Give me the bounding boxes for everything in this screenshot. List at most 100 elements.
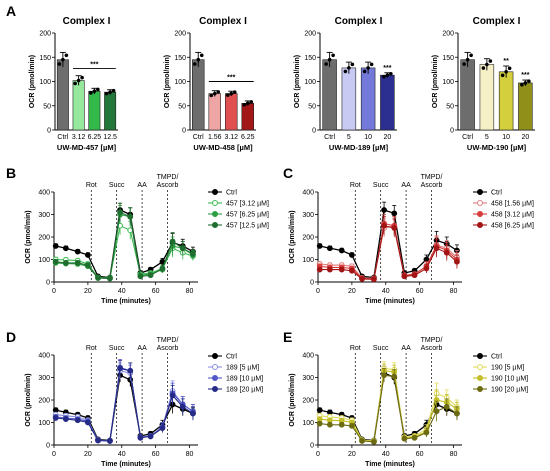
data-point [62, 416, 69, 423]
line-chart-b: 0 100 200 300 400 0 20 40 60 80 Time (minutes) OCR … [25, 174, 269, 305]
data-point [52, 415, 59, 421]
x-tick-label: 0 [52, 288, 56, 295]
y-tick-label: 0 [46, 280, 50, 287]
legend-label: Ctrl [226, 190, 237, 197]
y-tick-label: 150 [442, 55, 454, 62]
chart-title: Complex I [473, 16, 521, 27]
data-point [348, 252, 355, 258]
replicate-point [229, 91, 234, 96]
y-tick-label: 100 [442, 79, 454, 86]
x-axis-label: UW-MD-189 [µM] [329, 143, 389, 152]
data-point [179, 245, 186, 252]
injection-label: TMPD/ [421, 174, 443, 181]
data-point [348, 422, 355, 429]
data-point [117, 365, 123, 372]
data-point [338, 247, 345, 254]
replicate-point [216, 90, 221, 94]
replicate-point [196, 57, 201, 62]
data-point [137, 434, 144, 441]
data-point [84, 262, 91, 269]
y-tick-label: 150 [174, 55, 186, 62]
replicate-point [64, 53, 69, 58]
panel-letter-b: B [6, 165, 16, 181]
category-label: 10 [502, 134, 510, 141]
category-label: 5 [347, 134, 351, 141]
replicate-point [469, 53, 473, 58]
bar [341, 67, 357, 131]
bar [498, 71, 514, 131]
injection-label: Rot [350, 182, 361, 189]
category-label: 1.56 [208, 134, 222, 141]
data-point [326, 421, 333, 428]
data-point [147, 433, 154, 440]
data-point [423, 429, 430, 436]
legend-label: 190 [20 µM] [491, 387, 528, 394]
data-point [348, 267, 355, 274]
category-label: 3.12 [224, 134, 238, 141]
replicate-point [462, 62, 466, 66]
series [316, 365, 460, 444]
line-chart-d: 0 100 200 300 400 0 20 40 60 80 Time (minutes) OCR … [25, 337, 263, 468]
data-point [84, 419, 91, 426]
x-axis-label: UW-MD-457 [µM] [57, 143, 117, 152]
replicate-point [343, 69, 348, 74]
y-tick-label: 0 [47, 128, 51, 135]
bar [72, 80, 85, 131]
data-point [62, 245, 69, 252]
replicate-point [500, 73, 505, 78]
bar [360, 67, 376, 131]
replicate-point [249, 100, 254, 104]
replicate-point [92, 89, 97, 93]
x-tick-label: 40 [382, 451, 390, 458]
bar-chart-1: Complex I 0 50 100 150 200 OCR (pmol/min) Ctrl 1… [164, 16, 256, 152]
data-point [190, 410, 196, 417]
bar-chart-3: Complex I 0 50 100 150 200 OCR (pmol/min) Ctrl 5… [432, 16, 535, 152]
replicate-point [366, 66, 370, 70]
data-point [401, 435, 408, 442]
injection-label: TMPD/ [421, 337, 443, 344]
data-point [190, 250, 196, 257]
replicate-point [199, 53, 204, 58]
data-point [95, 275, 101, 281]
legend-swatch-marker [477, 375, 483, 381]
injection-label: Ascorb [421, 182, 443, 189]
category-label: Ctrl [324, 134, 335, 141]
legend-swatch-marker [477, 364, 483, 370]
y-axis-label: OCR (pmol/min) [289, 373, 296, 426]
replicate-point [245, 101, 250, 106]
replicate-point [523, 81, 528, 85]
series [316, 201, 460, 281]
y-tick-label: 400 [302, 190, 314, 197]
replicate-point [61, 57, 65, 62]
legend-label: 457 [12.5 µM] [226, 223, 269, 230]
legend-label: 189 [20 µM] [226, 387, 263, 394]
data-point [338, 266, 345, 273]
legend-label: 190 [5 µM] [491, 365, 524, 372]
y-tick-label: 200 [442, 31, 454, 38]
legend-swatch-marker [477, 353, 483, 359]
significance-label: *** [90, 61, 98, 68]
y-tick-label: 200 [302, 398, 314, 405]
data-point [381, 222, 387, 229]
data-point [52, 258, 59, 265]
injection-label: AA [401, 345, 411, 352]
data-point [411, 434, 418, 441]
bar [104, 91, 117, 131]
x-axis-label: Time (minutes) [101, 298, 151, 305]
x-tick-label: 0 [52, 451, 56, 458]
data-point [423, 265, 430, 272]
legend-swatch-marker [212, 364, 218, 370]
replicate-point [520, 82, 524, 87]
bar [460, 59, 475, 131]
bar [56, 59, 69, 131]
category-label: 20 [383, 134, 391, 141]
injection-label: AA [137, 345, 147, 352]
legend-swatch-marker [212, 375, 218, 381]
x-tick-label: 40 [118, 451, 126, 458]
y-tick-label: 400 [302, 353, 314, 360]
series [52, 202, 196, 282]
data-point [391, 210, 398, 217]
chart-title: Complex I [335, 16, 383, 27]
